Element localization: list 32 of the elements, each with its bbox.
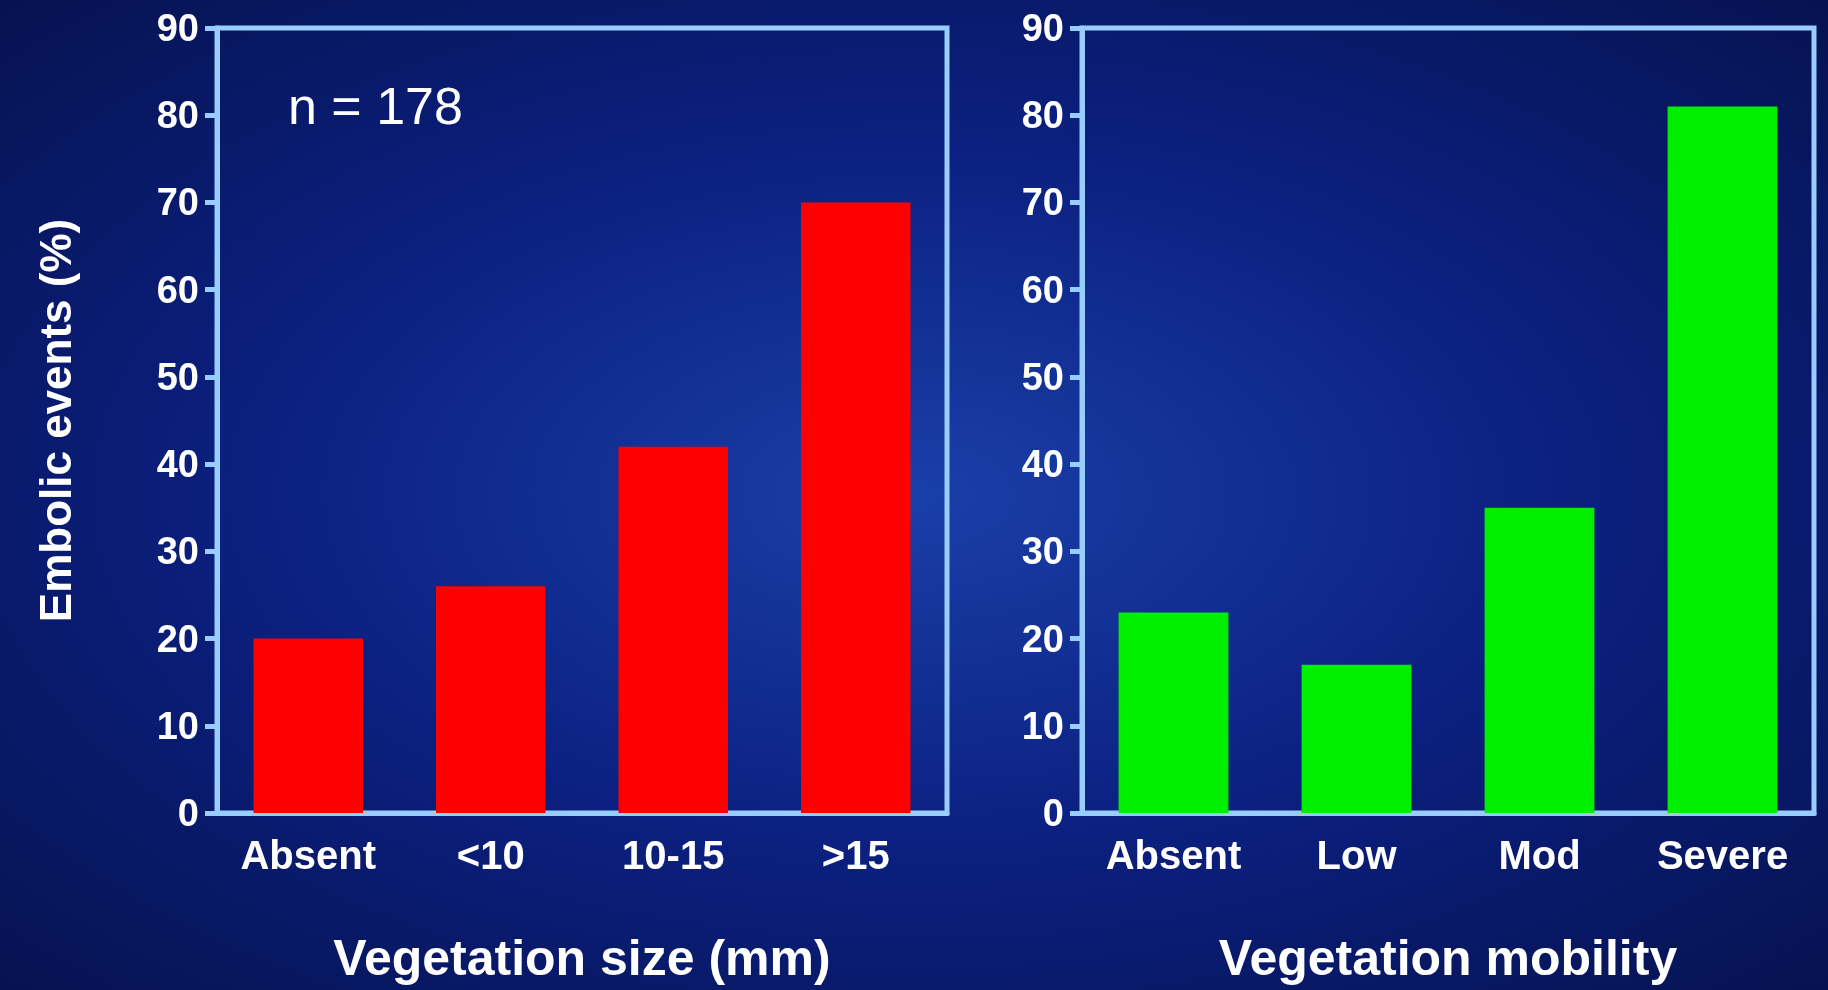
x-tick-label: Mod [1498,833,1581,877]
x-tick-label: Absent [1105,833,1242,877]
y-tick-label: 20 [1021,617,1064,660]
y-tick-label: 50 [156,355,199,398]
annotation: n = 178 [288,77,463,135]
y-axis-title: Embolic events (%) [30,218,80,623]
y-tick-label: 10 [1021,704,1064,747]
y-tick-label: 10 [156,704,199,747]
y-tick-label: 60 [1021,268,1064,311]
y-tick-label: 0 [177,792,199,834]
y-tick-label: 60 [156,268,199,311]
y-tick-label: 0 [1042,792,1064,834]
x-tick-label: Absent [240,833,377,877]
y-tick-label: 90 [156,7,199,49]
y-tick-label: 40 [156,443,199,486]
x-tick-label: >15 [821,833,890,877]
x-tick-label: Low [1316,833,1398,877]
y-tick-label: 70 [1021,181,1064,224]
y-tick-label: 30 [1021,530,1064,573]
y-tick-label: 30 [156,530,199,573]
y-tick-label: 80 [1021,94,1064,137]
y-tick-label: 90 [1021,7,1064,49]
x-tick-label: Severe [1656,833,1789,877]
y-tick-label: 40 [1021,443,1064,486]
y-tick-label: 50 [1021,355,1064,398]
x-axis-title: Vegetation size (mm) [333,930,831,986]
x-tick-label: 10-15 [622,833,725,877]
x-axis-title: Vegetation mobility [1218,930,1678,986]
y-tick-label: 70 [156,181,199,224]
y-tick-label: 20 [156,617,199,660]
x-tick-label: <10 [456,833,525,877]
y-tick-label: 80 [156,94,199,137]
